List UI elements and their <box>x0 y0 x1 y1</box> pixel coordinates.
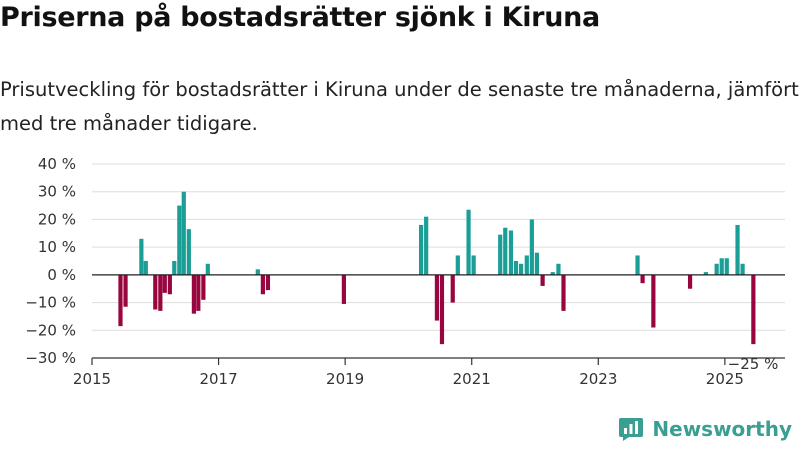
bar <box>260 274 265 295</box>
bar <box>177 205 182 275</box>
bar <box>158 274 163 311</box>
y-tick-label: 0 % <box>47 266 76 284</box>
bar <box>735 224 740 275</box>
bar <box>455 255 460 275</box>
bar <box>503 227 508 275</box>
bar <box>153 274 158 310</box>
x-tick-label: 2021 <box>453 370 491 388</box>
bar <box>162 274 167 293</box>
bar-chart: −30 % −20 % −10 % 0 % 10 % 20 % 30 % 40 % 2015 20… <box>25 155 785 388</box>
bar <box>439 274 445 345</box>
y-tick-label: 30 % <box>38 183 76 201</box>
bar <box>740 263 745 275</box>
x-tick-label: 2025 <box>706 370 744 388</box>
bar <box>466 209 471 275</box>
bar <box>561 274 566 311</box>
bar <box>540 274 545 286</box>
bar <box>424 216 429 275</box>
bar <box>471 255 476 275</box>
bar <box>205 263 210 275</box>
bar <box>529 219 534 275</box>
bar <box>123 274 128 307</box>
bar <box>724 258 729 275</box>
bar <box>191 274 196 314</box>
bar <box>751 274 756 345</box>
y-tick-label: 20 % <box>38 210 76 228</box>
bar <box>201 274 206 300</box>
bar <box>524 255 529 275</box>
bar <box>550 272 555 275</box>
bar <box>167 274 172 295</box>
bar <box>498 234 503 275</box>
x-tick-label: 2023 <box>579 370 617 388</box>
bar <box>255 269 260 275</box>
bar <box>341 274 346 304</box>
data-label: −25 % <box>728 355 779 373</box>
x-tick-label: 2015 <box>73 370 111 388</box>
bar <box>635 255 640 275</box>
bar <box>534 252 540 275</box>
logo-text: Newsworthy <box>652 417 792 441</box>
y-tick-label: −10 % <box>25 294 76 312</box>
x-tick-label: 2017 <box>199 370 237 388</box>
bar <box>719 258 724 275</box>
bar <box>172 261 177 275</box>
bar <box>640 274 645 284</box>
bar <box>181 191 186 275</box>
bar <box>450 274 455 303</box>
bar <box>518 263 524 275</box>
bar <box>139 238 144 275</box>
bar <box>186 229 191 275</box>
bar <box>651 274 656 328</box>
bar <box>418 224 424 275</box>
y-tick-label: 40 % <box>38 155 76 173</box>
bar <box>703 272 708 275</box>
bar <box>556 263 561 275</box>
chart-subtitle: Prisutveckling för bostadsrätter i Kirun… <box>0 78 799 135</box>
newsworthy-logo: Newsworthy <box>618 416 792 442</box>
newsworthy-logo-icon <box>619 418 644 441</box>
bar <box>265 274 271 291</box>
chart-title: Priserna på bostadsrätter sjönk i Kiruna <box>0 2 600 33</box>
bar <box>196 274 201 311</box>
y-tick-label: 10 % <box>38 238 76 256</box>
bar <box>687 274 693 289</box>
bar <box>508 230 514 275</box>
y-tick-label: −20 % <box>25 321 76 339</box>
bar <box>714 263 719 275</box>
bar <box>143 261 148 275</box>
y-tick-label: −30 % <box>25 349 76 367</box>
bar <box>434 274 440 321</box>
bar <box>513 261 519 275</box>
x-tick-label: 2019 <box>326 370 364 388</box>
bar <box>118 274 123 327</box>
